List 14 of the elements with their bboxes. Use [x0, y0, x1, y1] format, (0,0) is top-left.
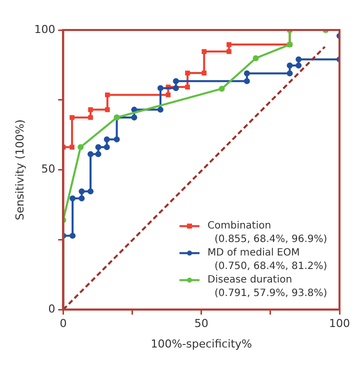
x-tick-label: 0: [60, 317, 67, 330]
annotation: (0.750, 68.4%, 81.2%): [214, 261, 328, 272]
x-axis-title: 100%-specificity%: [150, 337, 252, 350]
y-tick-label: 0: [48, 302, 56, 316]
x-tick-label: 100: [329, 317, 350, 330]
legend-label: Combination: [208, 220, 272, 232]
y-axis-title: Sensitivity (100%): [13, 119, 26, 220]
annotation: (0.855, 68.4%, 96.9%): [214, 234, 328, 246]
legend-label: MD of medial EOM: [208, 248, 300, 259]
annotation: (0.791, 57.9%, 93.8%): [214, 288, 328, 300]
y-tick-label: 50: [41, 162, 56, 176]
x-tick-label: 50: [194, 317, 208, 330]
y-tick-label: 100: [34, 22, 56, 36]
legend-label: Disease duration: [208, 274, 292, 286]
